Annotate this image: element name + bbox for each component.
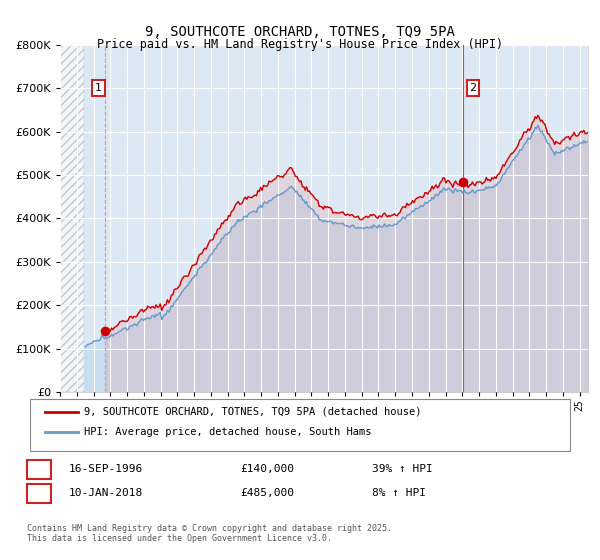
Text: 8% ↑ HPI: 8% ↑ HPI: [372, 488, 426, 498]
Text: £140,000: £140,000: [240, 464, 294, 474]
Text: 9, SOUTHCOTE ORCHARD, TOTNES, TQ9 5PA (detached house): 9, SOUTHCOTE ORCHARD, TOTNES, TQ9 5PA (d…: [84, 407, 421, 417]
Text: 10-JAN-2018: 10-JAN-2018: [69, 488, 143, 498]
Text: 39% ↑ HPI: 39% ↑ HPI: [372, 464, 433, 474]
Text: 2: 2: [35, 487, 43, 500]
Text: Price paid vs. HM Land Registry's House Price Index (HPI): Price paid vs. HM Land Registry's House …: [97, 38, 503, 50]
Text: HPI: Average price, detached house, South Hams: HPI: Average price, detached house, Sout…: [84, 427, 371, 437]
Text: 1: 1: [95, 83, 102, 93]
Text: 2: 2: [469, 83, 476, 93]
Bar: [60, 45, 84, 392]
Text: 16-SEP-1996: 16-SEP-1996: [69, 464, 143, 474]
Text: Contains HM Land Registry data © Crown copyright and database right 2025.
This d: Contains HM Land Registry data © Crown c…: [27, 524, 392, 543]
Text: £485,000: £485,000: [240, 488, 294, 498]
Text: 9, SOUTHCOTE ORCHARD, TOTNES, TQ9 5PA: 9, SOUTHCOTE ORCHARD, TOTNES, TQ9 5PA: [145, 25, 455, 39]
Text: 1: 1: [35, 463, 43, 476]
